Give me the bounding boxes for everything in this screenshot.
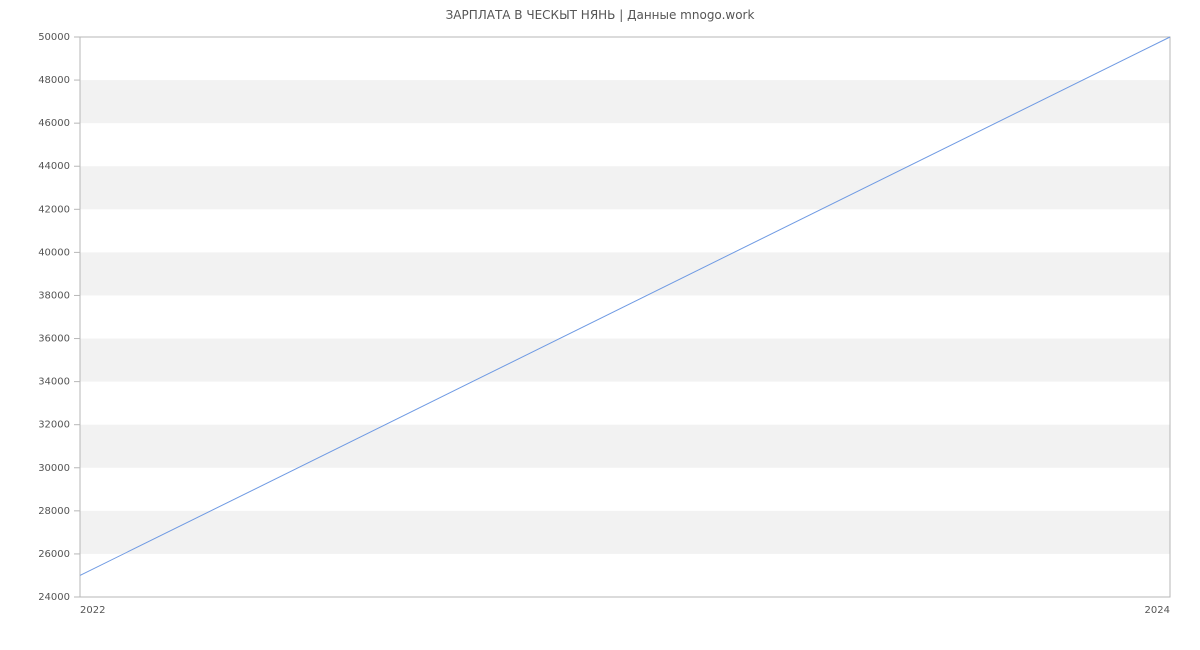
y-tick-label: 42000 (38, 204, 70, 215)
chart-container: 24000 26000 28000 30000 32000 34000 36000 38000… (0, 22, 1200, 642)
y-tick-label: 38000 (38, 290, 70, 301)
y-tick-label: 30000 (38, 463, 70, 474)
y-tick-label: 28000 (38, 506, 70, 517)
y-tick-label: 36000 (38, 334, 70, 345)
y-tick-label: 34000 (38, 377, 70, 388)
y-tick-label: 44000 (38, 161, 70, 172)
chart-title: ЗАРПЛАТА В ЧЕСКЫТ НЯНЬ | Данные mnogo.wo… (0, 0, 1200, 22)
y-tick-label: 24000 (38, 592, 70, 603)
y-tick-label: 40000 (38, 247, 70, 258)
y-tick-label: 46000 (38, 118, 70, 129)
y-tick-label: 26000 (38, 549, 70, 560)
line-chart: 24000 26000 28000 30000 32000 34000 36000 38000… (0, 22, 1200, 642)
y-tick-label: 50000 (38, 32, 70, 43)
y-tick-label: 32000 (38, 420, 70, 431)
x-tick-label: 2024 (1145, 605, 1170, 616)
y-tick-label: 48000 (38, 75, 70, 86)
x-tick-label: 2022 (80, 605, 105, 616)
